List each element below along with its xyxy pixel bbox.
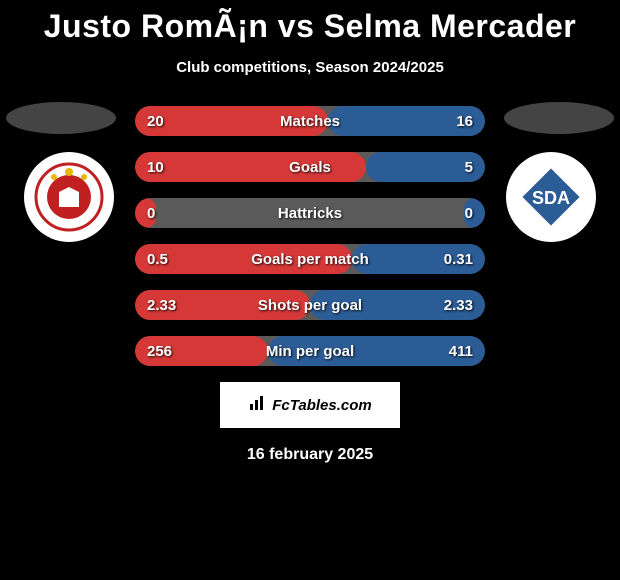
page-subtitle: Club competitions, Season 2024/2025: [0, 59, 620, 76]
stat-row: 00Hattricks: [135, 198, 485, 228]
stat-row: 2016Matches: [135, 106, 485, 136]
left-player-oval: [6, 102, 116, 134]
chart-icon: [248, 394, 266, 416]
svg-text:SDA: SDA: [532, 188, 570, 208]
stat-row: 2.332.33Shots per goal: [135, 290, 485, 320]
left-club-logo: [24, 152, 114, 242]
page-title: Justo RomÃ¡n vs Selma Mercader: [0, 0, 620, 45]
crest-icon: SDA: [516, 162, 586, 232]
date-text: 16 february 2025: [0, 446, 620, 464]
right-club-logo: SDA: [506, 152, 596, 242]
stat-label: Min per goal: [135, 336, 485, 366]
comparison-panel: SDA 2016Matches 105Goals 00Hattricks 0.50.3…: [0, 106, 620, 366]
stat-label: Shots per goal: [135, 290, 485, 320]
right-player-oval: [504, 102, 614, 134]
brand-badge[interactable]: FcTables.com: [220, 382, 400, 428]
stat-bars: 2016Matches 105Goals 00Hattricks 0.50.31Goa…: [135, 106, 485, 366]
stat-row: 256411Min per goal: [135, 336, 485, 366]
stat-row: 0.50.31Goals per match: [135, 244, 485, 274]
stat-label: Goals: [135, 152, 485, 182]
brand-text: FcTables.com: [272, 397, 371, 414]
stat-row: 105Goals: [135, 152, 485, 182]
crest-icon: [34, 162, 104, 232]
stat-label: Matches: [135, 106, 485, 136]
stat-label: Hattricks: [135, 198, 485, 228]
stat-label: Goals per match: [135, 244, 485, 274]
